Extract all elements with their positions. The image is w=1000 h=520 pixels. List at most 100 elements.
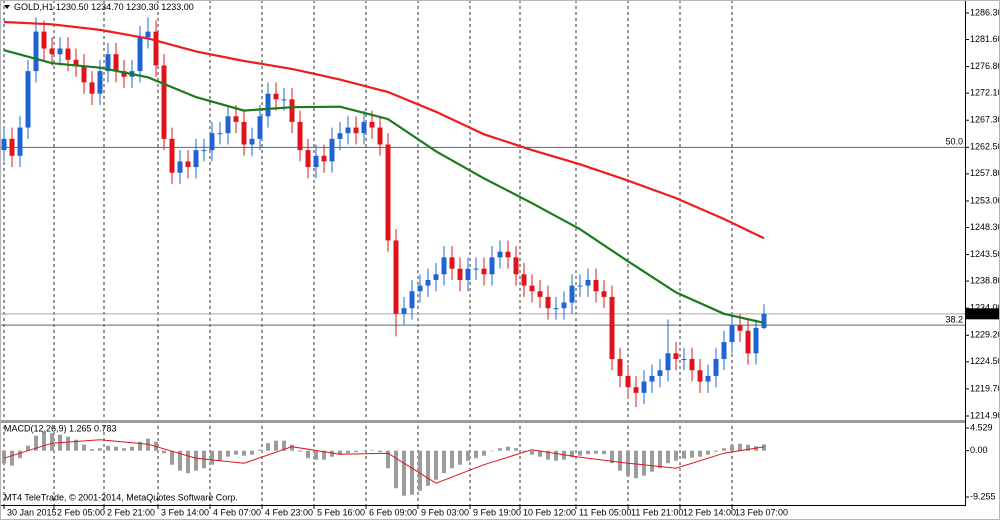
macd-title: MACD(12,26,9) 1.265 0.783 xyxy=(4,423,117,433)
candle-body xyxy=(17,127,23,156)
candle-body xyxy=(225,116,231,134)
y-tick-label: 1219.70 xyxy=(970,383,1000,393)
x-tick-label: 13 Feb 07:00 xyxy=(735,507,788,517)
macd-bar xyxy=(690,450,694,458)
candle-body xyxy=(649,375,655,382)
candle-body xyxy=(441,257,447,275)
candle-body xyxy=(289,99,295,122)
macd-bar xyxy=(506,446,510,451)
candle-body xyxy=(209,133,215,151)
candle-body xyxy=(33,31,39,72)
candle-body xyxy=(57,48,63,55)
y-tick-label: 1214.90 xyxy=(970,410,1000,420)
macd-bar xyxy=(226,450,230,457)
candle-body xyxy=(393,240,399,314)
quote-low: 1230.30 xyxy=(126,2,159,12)
macd-bar xyxy=(2,450,6,464)
quote-close: 1233.00 xyxy=(161,2,194,12)
macd-bar xyxy=(114,446,118,451)
y-tick-label: 1276.80 xyxy=(970,61,1000,71)
macd-bar xyxy=(82,444,86,451)
candle-body xyxy=(137,37,143,72)
candle-body xyxy=(577,285,583,287)
macd-bar xyxy=(210,450,214,465)
macd-bar xyxy=(586,450,590,455)
macd-bar xyxy=(498,448,502,451)
candle-body xyxy=(169,138,175,173)
macd-bar xyxy=(170,450,174,465)
candle-body xyxy=(273,93,279,100)
macd-bar xyxy=(370,450,374,451)
macd-bar xyxy=(322,450,326,460)
macd-bar xyxy=(554,450,558,461)
macd-bar xyxy=(306,450,310,459)
candle-body xyxy=(761,313,767,328)
candle-body xyxy=(513,257,519,275)
macd-bar xyxy=(274,440,278,451)
y-tick-label: 1224.50 xyxy=(970,356,1000,366)
candle-body xyxy=(561,302,567,309)
candle-body xyxy=(425,279,431,286)
candle-body xyxy=(697,370,703,382)
macd-bar xyxy=(74,439,78,451)
candle-body xyxy=(729,325,735,343)
dropdown-icon[interactable] xyxy=(4,5,10,9)
candle-body xyxy=(73,59,79,66)
candle-body xyxy=(193,150,199,168)
macd-bar xyxy=(354,450,358,453)
macd-bar xyxy=(50,433,54,451)
macd-bar xyxy=(530,450,534,455)
candle-body xyxy=(409,291,415,309)
x-tick-label: 4 Feb 23:00 xyxy=(265,507,313,517)
candle-body xyxy=(713,358,719,376)
candle-body xyxy=(625,375,631,388)
candle-body xyxy=(457,268,463,280)
macd-bar xyxy=(218,450,222,461)
x-tick-label: 11 Feb 05:00 xyxy=(579,507,631,517)
y-tick-label: 1229.20 xyxy=(970,330,1000,340)
y-tick-label: 1234.00 xyxy=(970,303,1000,313)
macd-bar xyxy=(602,450,606,455)
macd-bar xyxy=(698,450,702,457)
macd-bar xyxy=(682,450,686,459)
last-price-label: 1233.00 xyxy=(968,308,1000,318)
macd-bar xyxy=(466,450,470,461)
macd-bar xyxy=(722,448,726,451)
candle-body xyxy=(281,99,287,101)
candle-body xyxy=(1,138,7,151)
macd-bar xyxy=(386,450,390,469)
footer: MT4 TeleTrade, © 2001-2014, MetaQuotes S… xyxy=(4,492,238,502)
candle-body xyxy=(121,71,127,77)
macd-bar xyxy=(674,450,678,461)
candle-body xyxy=(241,121,247,145)
candle-body xyxy=(657,370,663,376)
candle-body xyxy=(481,268,487,275)
macd-bar xyxy=(42,431,46,451)
macd-bar xyxy=(618,450,622,471)
candle-body xyxy=(489,257,495,275)
candle-body xyxy=(585,279,591,286)
macd-bar xyxy=(538,450,542,457)
candle-body xyxy=(617,358,623,376)
candle-body xyxy=(65,48,71,60)
candle-body xyxy=(529,285,535,292)
chart-header: GOLD,H1 1230.50 1234.70 1230.30 1233.00 xyxy=(14,2,194,12)
macd-bar xyxy=(490,450,494,452)
candle-body xyxy=(41,31,47,49)
macd-bar xyxy=(290,444,294,451)
macd-bar xyxy=(162,450,166,454)
macd-bar xyxy=(642,450,646,476)
macd-bar xyxy=(90,449,94,451)
macd-bar xyxy=(34,435,38,451)
candle-body xyxy=(9,138,15,156)
candle-body xyxy=(201,150,207,152)
candle-body xyxy=(465,268,471,280)
y-tick-label: 0.00 xyxy=(970,445,988,455)
x-tick-label: 3 Feb 14:00 xyxy=(161,507,209,517)
candle-body xyxy=(673,353,679,359)
macd-bar xyxy=(130,446,134,451)
x-tick-label: 6 Feb 09:00 xyxy=(369,507,417,517)
macd-bar xyxy=(394,450,398,489)
y-tick-label: 1248.30 xyxy=(970,222,1000,232)
